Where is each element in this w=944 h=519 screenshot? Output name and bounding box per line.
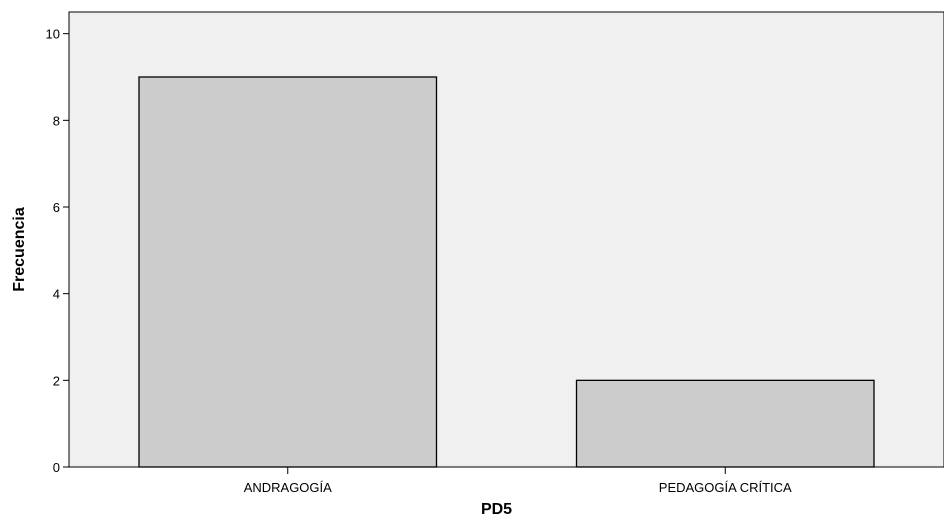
- y-axis: 0 2 4 6 8 10: [46, 12, 70, 475]
- x-axis-title: PD5: [481, 501, 512, 518]
- y-tick-label: 2: [53, 373, 60, 388]
- x-axis: ANDRAGOGÍA PEDAGOGÍA CRÍTICA: [69, 466, 944, 495]
- x-tick-label: ANDRAGOGÍA: [244, 480, 332, 495]
- x-tick-label: PEDAGOGÍA CRÍTICA: [659, 480, 792, 495]
- bar-2: [575, 379, 875, 468]
- y-tick-label: 6: [53, 200, 60, 215]
- y-tick-label: 4: [53, 287, 60, 302]
- bar-1: [138, 76, 438, 468]
- y-tick-label: 8: [53, 113, 60, 128]
- y-tick-label: 10: [46, 27, 60, 42]
- y-axis-title: Frecuencia: [11, 207, 28, 292]
- y-tick-label: 0: [53, 460, 60, 475]
